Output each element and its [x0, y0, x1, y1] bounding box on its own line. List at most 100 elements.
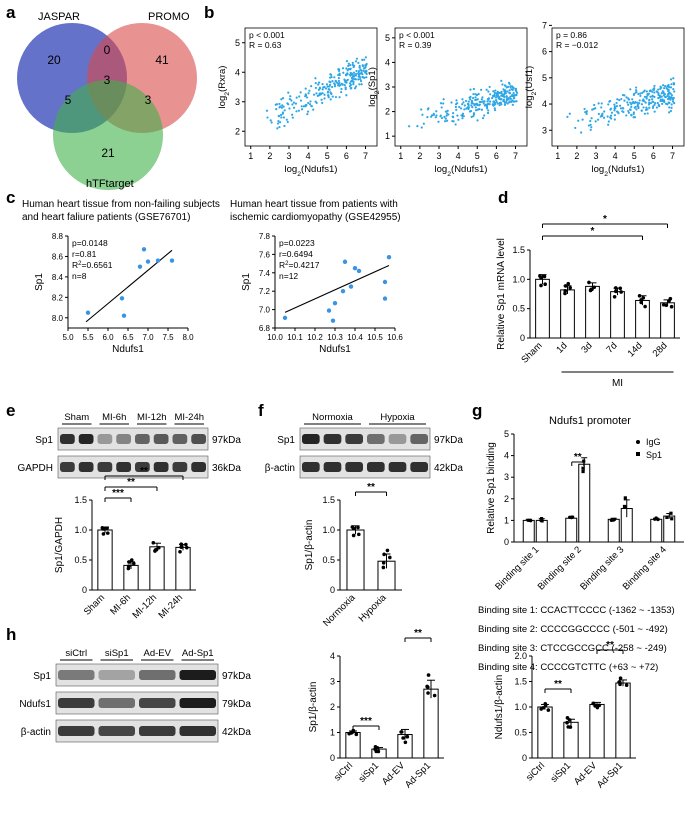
h1-ytick-label: 1: [330, 728, 335, 738]
f-band: [388, 434, 407, 444]
b1-point: [474, 98, 477, 102]
b0-point: [331, 80, 334, 83]
b0-point: [354, 60, 358, 63]
h1-ytick-label: 0: [330, 753, 335, 763]
f-dot: [357, 532, 361, 537]
h-kda-label: 97kDa: [222, 671, 251, 682]
f-bar: [346, 529, 365, 591]
b1-point: [481, 96, 484, 99]
b1-point: [464, 99, 468, 103]
b0-point: [325, 83, 329, 86]
d-dot: [566, 281, 571, 286]
b0-point: [348, 85, 352, 88]
b0-point: [318, 81, 321, 84]
venn-count-promo-only: 41: [155, 53, 169, 67]
f-dot: [385, 548, 390, 553]
b0-point: [365, 63, 368, 66]
c1-stat: n=12: [279, 271, 298, 281]
b1-point: [505, 86, 508, 89]
b2-point: [568, 112, 571, 115]
b1-xtick-label: 6: [494, 151, 499, 161]
h-band: [58, 726, 95, 736]
b2-point: [645, 106, 648, 109]
h2-ytick-label: 1.5: [514, 677, 527, 687]
b1-y-label: log2(Sp1): [367, 67, 381, 107]
b2-point: [615, 105, 619, 108]
b2-point: [640, 103, 644, 106]
b0-point: [345, 81, 348, 84]
b1-point: [505, 101, 508, 104]
b0-point: [278, 125, 281, 129]
b0-point: [330, 73, 333, 76]
b2-point: [646, 108, 649, 111]
d-dot: [614, 286, 618, 290]
b2-point: [619, 107, 623, 110]
b2-point: [607, 120, 610, 123]
b1-point: [480, 88, 483, 91]
b0-point: [344, 86, 347, 89]
b2-point: [662, 99, 666, 102]
b0-point: [354, 85, 358, 88]
c0-xtick-label: 7.5: [162, 333, 174, 342]
b0-point: [278, 121, 282, 124]
b0-point: [349, 73, 352, 76]
b2-point: [632, 116, 635, 119]
b1-point: [474, 109, 478, 112]
b0-point: [321, 88, 324, 91]
b1-point: [478, 108, 481, 111]
b2-frame: [551, 27, 685, 147]
b0-point: [359, 72, 362, 75]
c0-xtick-label: 6.0: [102, 333, 114, 342]
b1-point: [498, 104, 501, 107]
b0-point: [314, 77, 317, 80]
b2-point: [641, 99, 644, 102]
b1-point: [461, 117, 464, 120]
b2-point: [652, 100, 655, 104]
g-ytick-label: 3: [504, 472, 509, 482]
b2-point: [651, 90, 654, 93]
c0-xtick-label: 5.0: [62, 333, 74, 342]
b0-xtick-label: 5: [325, 151, 330, 161]
b1-point: [503, 92, 506, 95]
b2-point: [647, 92, 650, 95]
e-band: [191, 434, 206, 444]
b1-point: [435, 114, 438, 117]
b2-point: [653, 87, 656, 90]
b1-point: [515, 91, 519, 94]
e-xtick-label: MI-24h: [156, 592, 185, 621]
b1-point: [455, 108, 458, 111]
e-dot: [151, 540, 156, 545]
f-kda-label: 42kDa: [434, 463, 463, 474]
c0-point: [121, 313, 127, 318]
f-row-label: Sp1: [277, 435, 295, 446]
panel-letter-b: b: [204, 3, 214, 22]
b0-point: [359, 79, 363, 83]
b0-point: [298, 95, 301, 98]
b2-xtick-label: 2: [574, 151, 579, 161]
panel-letter-f: f: [258, 401, 264, 420]
b2-point: [589, 123, 592, 126]
b0-point: [348, 82, 352, 85]
b2-point: [590, 117, 593, 120]
b1-point: [440, 106, 443, 109]
b2-point: [615, 101, 618, 105]
e-band: [97, 462, 113, 472]
b2-point: [668, 101, 671, 105]
e1-sig-label: ***: [112, 488, 124, 499]
b1-point: [488, 100, 492, 103]
b0-point: [282, 105, 285, 108]
f-y-label: Sp1/β-actin: [304, 520, 315, 571]
b2-point: [603, 110, 606, 113]
b2-point: [581, 118, 584, 121]
b2-point: [629, 101, 632, 104]
d-xtick-label: 1d: [554, 340, 569, 355]
h-blot-strip: [55, 691, 219, 715]
b0-point: [340, 90, 343, 94]
h-band: [139, 726, 176, 736]
b1-point: [439, 115, 442, 118]
b0-point: [287, 103, 290, 106]
b1-xtick-label: 7: [513, 151, 518, 161]
c0-stat: p=0.0148: [72, 238, 108, 248]
f-dot: [388, 555, 392, 560]
